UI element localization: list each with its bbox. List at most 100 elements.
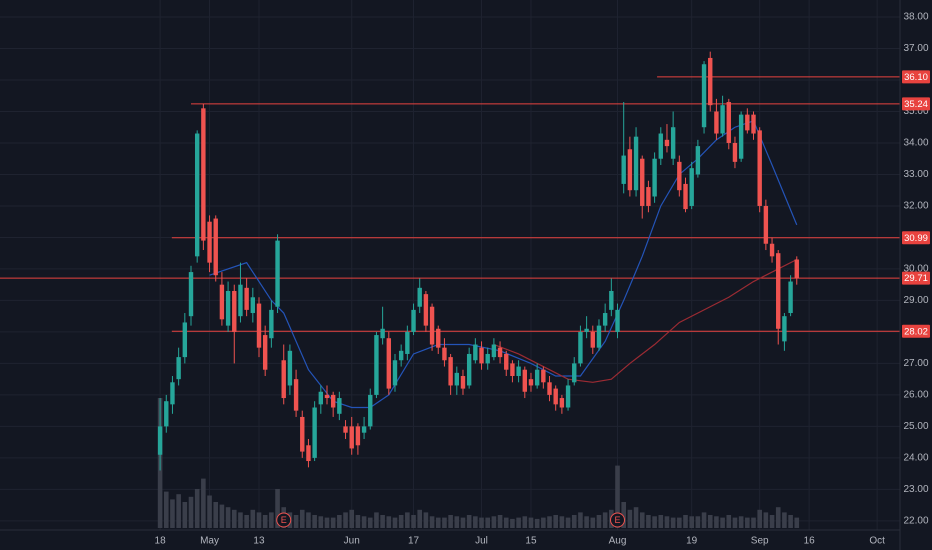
candle-body	[708, 57, 713, 106]
y-tick-label: 26.00	[903, 390, 928, 401]
candle-body	[349, 426, 354, 449]
candle-body	[794, 259, 799, 279]
candle-body	[405, 331, 410, 354]
volume-bar	[201, 478, 206, 528]
volume-bar	[460, 517, 466, 528]
level-label: 35.24	[904, 99, 928, 110]
candle-body	[640, 158, 645, 206]
volume-bar	[763, 512, 769, 528]
candle-body	[701, 64, 707, 128]
candle-body	[194, 133, 200, 257]
volume-bar	[275, 489, 280, 528]
candle-body	[460, 376, 466, 389]
candle-body	[738, 114, 744, 159]
candle-body	[238, 284, 243, 317]
x-tick-label: 18	[155, 536, 167, 547]
volume-bar	[664, 516, 670, 528]
candle-body	[664, 139, 670, 147]
candle-body	[677, 161, 682, 191]
candle-body	[324, 394, 330, 399]
volume-bar	[225, 507, 231, 528]
candle-body	[232, 290, 237, 332]
candle-body	[547, 382, 552, 395]
volume-bar	[163, 491, 169, 528]
candle-body	[788, 281, 793, 314]
volume-bar	[386, 516, 392, 528]
ma-layer	[209, 120, 798, 409]
candle-body	[293, 379, 299, 411]
volume-bar	[497, 515, 503, 528]
candle-body	[584, 328, 589, 332]
volume-bar	[337, 515, 342, 528]
candle-body	[578, 331, 583, 364]
volume-bar	[473, 516, 478, 528]
moving-average	[209, 120, 798, 409]
volume-bar	[411, 515, 416, 528]
volume-bar	[689, 516, 694, 528]
candle-body	[281, 360, 286, 399]
volume-bar	[782, 512, 787, 528]
axes-layer: 22.0023.0024.0025.0026.0027.0028.0029.00…	[155, 12, 930, 547]
volume-bar	[435, 517, 441, 528]
x-tick-label: Jul	[475, 536, 488, 547]
volume-bar	[720, 517, 725, 528]
volume-bar	[219, 504, 225, 528]
candle-body	[275, 240, 280, 307]
level-label-box	[902, 271, 930, 285]
candle-body	[411, 309, 416, 332]
candle-body	[201, 108, 206, 241]
candle-body	[343, 426, 348, 433]
volume-bar	[479, 517, 484, 528]
volume-bar	[448, 515, 453, 528]
candle-body	[720, 105, 725, 134]
candle-body	[485, 353, 490, 364]
volume-bar	[417, 509, 423, 528]
candle-body	[732, 142, 738, 162]
volume-bar	[590, 517, 596, 528]
candle-body	[374, 335, 379, 395]
volume-bar	[343, 512, 348, 528]
y-tick-label: 38.00	[903, 12, 928, 23]
volume-bar	[541, 517, 546, 528]
volume-bar	[757, 509, 762, 528]
volume-bar	[250, 509, 256, 528]
candle-body	[312, 407, 317, 458]
y-tick-label: 29.00	[903, 295, 928, 306]
x-tick-label: 17	[408, 536, 420, 547]
volume-bar	[269, 512, 274, 528]
volume-bar	[374, 512, 379, 528]
level-label: 30.99	[904, 233, 928, 244]
y-tick-label: 34.00	[903, 138, 928, 149]
volume-bar	[392, 517, 398, 528]
level-label: 29.71	[904, 273, 928, 284]
candle-body	[633, 136, 639, 191]
y-tick-label: 35.00	[903, 106, 928, 117]
candle-body	[763, 205, 769, 244]
volume-bar	[503, 517, 509, 528]
candle-body	[757, 130, 762, 206]
candle-body	[609, 290, 614, 310]
candle-body	[658, 133, 663, 159]
candle-body	[213, 218, 218, 276]
volume-bar	[238, 512, 243, 528]
volume-bar	[658, 515, 664, 528]
volume-bar	[633, 507, 639, 528]
candle-body	[398, 350, 404, 361]
volume-bar	[565, 517, 571, 528]
earnings-label: E	[615, 515, 621, 525]
volume-bar	[621, 502, 626, 528]
volume-bar	[596, 515, 602, 528]
candle-body	[466, 353, 472, 386]
volume-bar	[312, 515, 317, 528]
candle-body	[782, 316, 787, 342]
earnings-label: E	[281, 515, 287, 525]
earnings-marker	[276, 512, 292, 528]
volume-bar	[318, 516, 324, 528]
candle-body	[497, 347, 503, 358]
volume-bar	[423, 512, 429, 528]
candle-body	[479, 347, 484, 364]
earnings-marker	[610, 512, 626, 528]
candle-body	[745, 114, 750, 131]
candle-body	[417, 287, 422, 307]
